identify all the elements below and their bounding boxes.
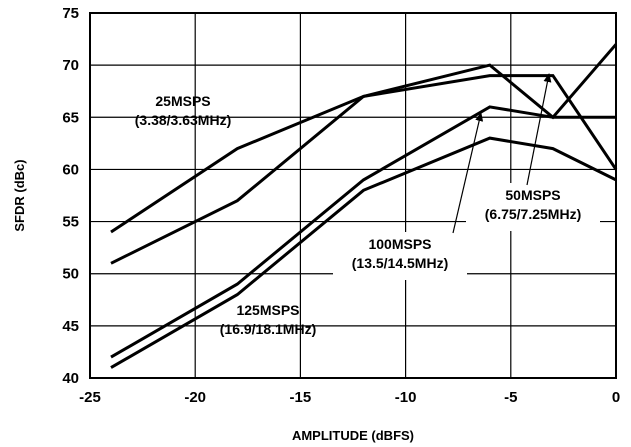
y-tick-label: 40 (62, 370, 79, 387)
y-tick-label: 45 (62, 318, 79, 335)
annotation-text: 50MSPS (505, 187, 560, 203)
annotation-label: 50MSPS (6.75/7.25MHz) (466, 183, 600, 231)
y-tick-label: 65 (62, 109, 79, 126)
y-tick-label: 50 (62, 266, 79, 283)
annotation-text: (3.38/3.63MHz) (135, 112, 231, 128)
series-line-4 (110, 136, 617, 369)
tick-labels: -25 -20 -15 -10 -5 0 40 45 50 55 60 65 70 75 (62, 5, 620, 406)
x-tick-label: 0 (612, 389, 620, 406)
series-line-2 (110, 74, 618, 265)
annotation-text: (13.5/14.5MHz) (352, 255, 448, 271)
annotation-text: 125MSPS (236, 302, 299, 318)
y-tick-label: 60 (62, 161, 79, 178)
annotation-text: 25MSPS (155, 93, 210, 109)
annotations: 25MSPS (3.38/3.63MHz) 50MSPS (6.75/7.25MHz)… (135, 73, 600, 337)
series-line-3 (110, 105, 616, 359)
series-line-1 (110, 43, 618, 234)
annotation-text: (6.75/7.25MHz) (485, 206, 581, 222)
plot-frame (89, 12, 617, 379)
y-tick-label: 55 (62, 214, 79, 231)
y-axis-title: SFDR (dBc) (12, 159, 27, 231)
x-axis-title: AMPLITUDE (dBFS) (292, 428, 414, 443)
x-tick-label: -15 (290, 389, 312, 406)
annotation-label: 125MSPS (16.9/18.1MHz) (220, 302, 316, 337)
series-lines (110, 43, 618, 369)
x-tick-label: -5 (504, 389, 517, 406)
plot-border (89, 12, 617, 379)
annotation-label: 25MSPS (3.38/3.63MHz) (135, 93, 231, 128)
annotation-text: (16.9/18.1MHz) (220, 321, 316, 337)
annotation-text: 100MSPS (368, 236, 431, 252)
annotation-arrow (526, 73, 552, 186)
annotation-background (333, 232, 467, 280)
y-tick-label: 70 (62, 57, 79, 74)
x-tick-label: -25 (79, 389, 101, 406)
y-tick-label: 75 (62, 5, 79, 22)
x-tick-label: -10 (395, 389, 417, 406)
annotation-background (466, 183, 600, 231)
annotation-label: 100MSPS (13.5/14.5MHz) (333, 232, 467, 280)
annotation-arrow (452, 112, 484, 234)
x-tick-label: -20 (184, 389, 206, 406)
